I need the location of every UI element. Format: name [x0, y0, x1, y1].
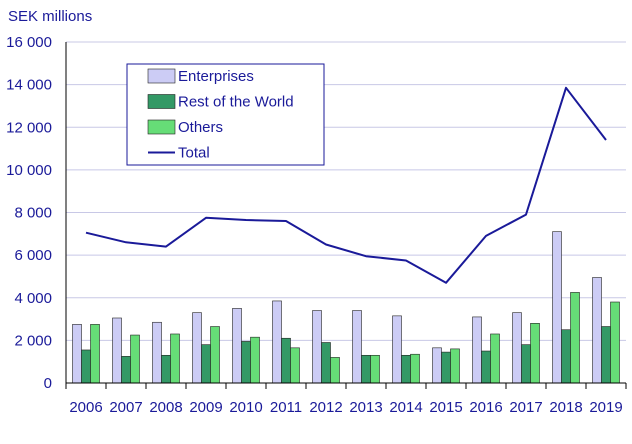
- x-tick-label: 2017: [509, 399, 542, 416]
- bar-rest-of-the-world: [81, 349, 91, 384]
- bar-enterprises: [352, 310, 362, 384]
- total-line-path: [85, 86, 607, 284]
- bar-others: [330, 357, 340, 384]
- x-tick-label: 2010: [229, 399, 262, 416]
- bar-rest-of-the-world: [281, 337, 291, 384]
- legend-label-others: Others: [178, 119, 223, 136]
- axes: [65, 42, 627, 389]
- bar-others: [170, 333, 180, 384]
- bar-others: [250, 336, 260, 384]
- bar-enterprises: [432, 347, 442, 384]
- legend-swatch-others: [147, 119, 176, 135]
- bar-enterprises: [512, 312, 522, 384]
- legend-swatch-rest-of-the-world: [147, 94, 176, 109]
- bar-rest-of-the-world: [161, 354, 171, 384]
- total-line: [85, 86, 607, 284]
- legend: Enterprises Rest of the World Others Total: [126, 63, 325, 166]
- bar-enterprises: [192, 312, 202, 384]
- x-tick-label: 2014: [389, 399, 422, 416]
- x-tick-label: 2018: [549, 399, 582, 416]
- bar-rest-of-the-world: [401, 354, 411, 384]
- bar-enterprises: [392, 315, 402, 384]
- y-tick-label: 12 000: [6, 119, 52, 136]
- legend-swatch-enterprises: [147, 68, 176, 84]
- bar-rest-of-the-world: [121, 356, 131, 384]
- bar-rest-of-the-world: [201, 344, 211, 384]
- bar-enterprises: [552, 231, 562, 384]
- bar-others: [90, 324, 100, 384]
- bar-enterprises: [272, 300, 282, 384]
- bar-enterprises: [232, 308, 242, 384]
- bar-rest-of-the-world: [321, 342, 331, 384]
- y-tick-label: 16 000: [6, 34, 52, 51]
- bar-rest-of-the-world: [561, 329, 571, 384]
- bar-rest-of-the-world: [361, 354, 371, 384]
- y-tick-label: 0: [44, 375, 52, 392]
- x-tick-label: 2008: [149, 399, 182, 416]
- x-tick-label: 2011: [270, 399, 302, 416]
- legend-label-enterprises: Enterprises: [178, 68, 254, 85]
- bar-others: [130, 334, 140, 384]
- bar-enterprises: [72, 324, 82, 384]
- y-tick-label: 6 000: [14, 247, 52, 264]
- bar-enterprises: [152, 321, 162, 384]
- y-tick-label: 14 000: [6, 77, 52, 94]
- bar-others: [610, 301, 620, 384]
- x-tick-label: 2007: [109, 399, 142, 416]
- y-tick-label: 4 000: [14, 290, 52, 307]
- bar-enterprises: [592, 277, 602, 384]
- bar-others: [530, 323, 540, 384]
- y-tick-label: 10 000: [6, 162, 52, 179]
- y-axis-title: SEK millions: [8, 8, 92, 25]
- bar-rest-of-the-world: [601, 326, 611, 384]
- bar-others: [490, 333, 500, 384]
- y-axis-ticks: 0 2 000 4 000 6 000 8 000 10 000 12 000 14 000 1…: [6, 34, 52, 392]
- bars: [72, 231, 620, 384]
- x-tick-label: 2019: [589, 399, 622, 416]
- legend-label-total: Total: [178, 145, 210, 162]
- bar-others: [210, 326, 220, 384]
- x-tick-label: 2006: [69, 399, 102, 416]
- x-axis-ticks: 2006 2007 2008 2009 2010 2011 2012 2013 2014 2015…: [69, 399, 622, 416]
- legend-label-rest-of-the-world: Rest of the World: [178, 94, 294, 111]
- x-tick-label: 2013: [349, 399, 382, 416]
- x-tick-label: 2016: [469, 399, 502, 416]
- x-tick-label: 2009: [189, 399, 222, 416]
- bar-others: [410, 353, 420, 384]
- bar-rest-of-the-world: [481, 350, 491, 384]
- bar-others: [450, 348, 460, 384]
- bar-rest-of-the-world: [441, 351, 451, 384]
- bar-others: [290, 347, 300, 384]
- x-tick-label: 2015: [429, 399, 462, 416]
- bar-others: [370, 354, 380, 384]
- y-tick-label: 2 000: [14, 332, 52, 349]
- bar-others: [570, 292, 580, 384]
- bar-rest-of-the-world: [521, 344, 531, 384]
- bar-enterprises: [112, 317, 122, 384]
- bar-enterprises: [312, 310, 322, 384]
- x-tick-label: 2012: [309, 399, 342, 416]
- y-tick-label: 8 000: [14, 205, 52, 222]
- bar-rest-of-the-world: [241, 341, 251, 384]
- bar-enterprises: [472, 316, 482, 384]
